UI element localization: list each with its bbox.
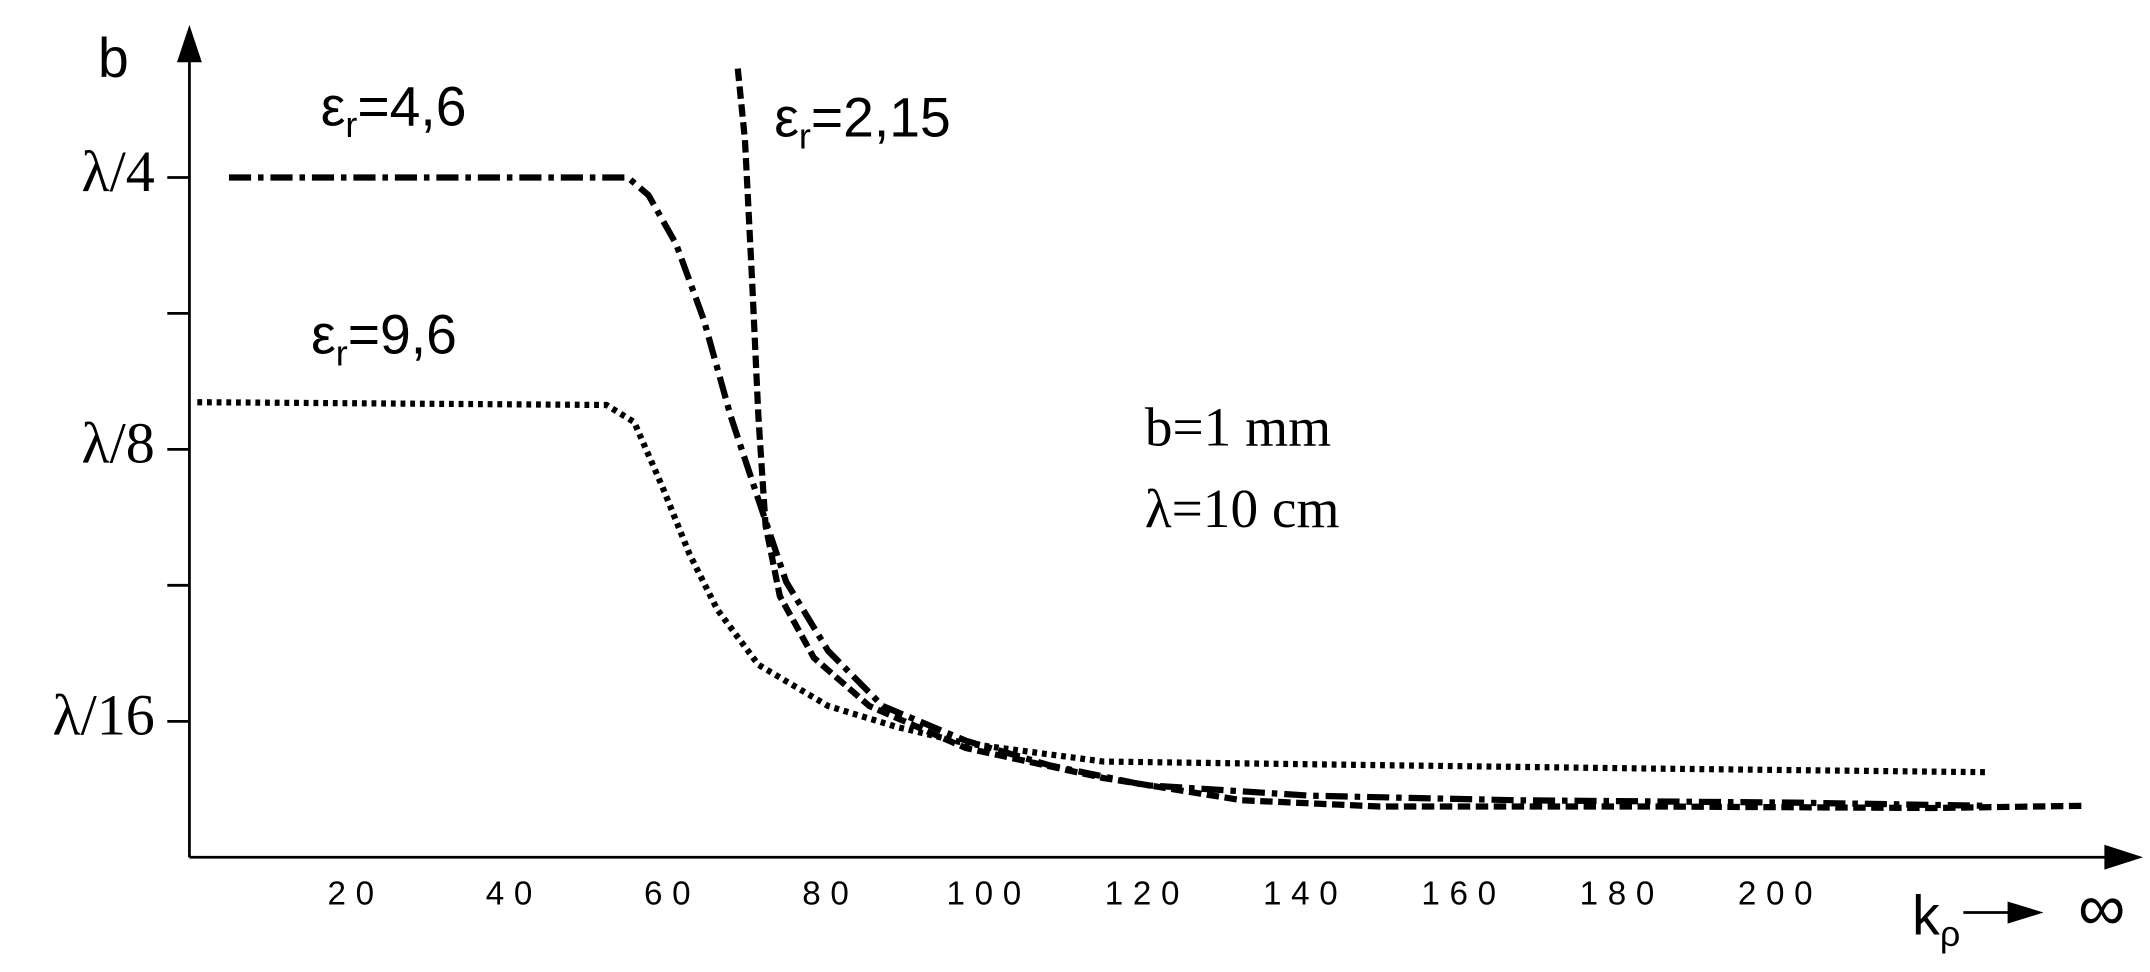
x-tick-label: 20 [327,876,383,913]
x-tick-label: 140 [1263,876,1347,913]
line [197,399,1988,776]
x-tick-label: 40 [486,876,542,913]
series-label: εr=2,15 [774,86,951,155]
x-axis-arrow [2104,844,2144,870]
y-tick-label: λ/16 [52,683,154,748]
y-tick-label: λ/4 [82,139,155,204]
x-tick-label: 160 [1421,876,1505,913]
series-label: εr=9,6 [311,303,457,372]
y-axis-label: b [98,27,129,89]
annotation: λ=10 cm [1145,478,1340,539]
series-label: εr=4,6 [321,75,467,144]
x-tick-label: 80 [802,876,858,913]
annotation: b=1 mm [1145,396,1331,457]
x-tick-label: 100 [947,876,1031,913]
y-axis-arrow [176,24,202,63]
x-tick-label: 200 [1738,876,1822,913]
x-label-arrowhead [2007,901,2044,924]
y-tick-label: λ/8 [82,411,155,476]
x-tick-label: 180 [1580,876,1664,913]
x-tick-label: 120 [1105,876,1189,913]
x-axis-label: kρ [1912,884,1960,953]
line [228,174,1988,809]
line [734,68,2084,812]
x-label-suffix: ∞ [2078,871,2125,945]
x-tick-label: 60 [644,876,700,913]
